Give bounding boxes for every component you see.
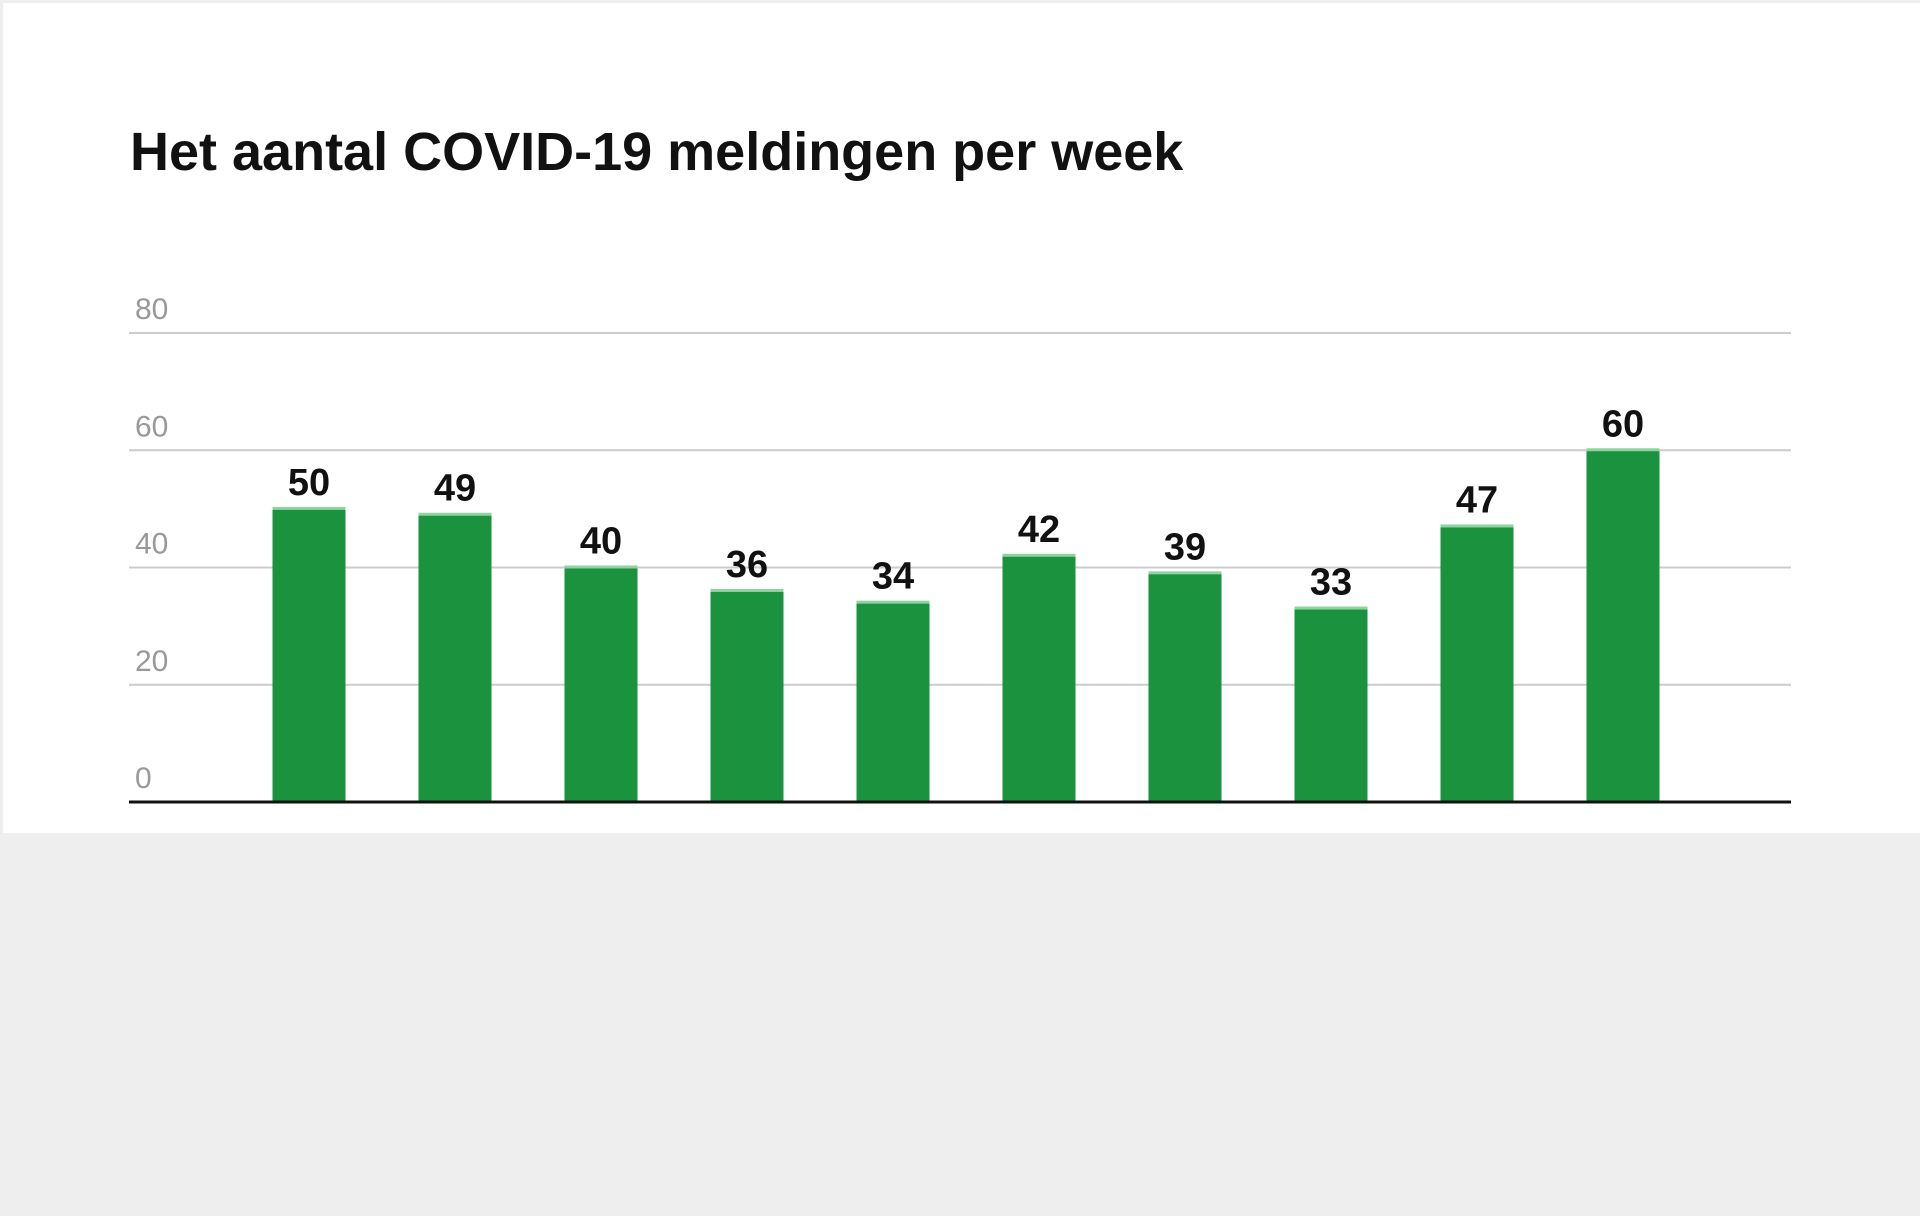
bar xyxy=(1002,555,1076,802)
bar xyxy=(1294,608,1368,802)
bar-cap xyxy=(1586,448,1660,452)
chart-title: Het aantal COVID-19 meldingen per week xyxy=(130,122,1184,182)
y-tick-label: 80 xyxy=(135,293,168,326)
bar-cap xyxy=(1294,606,1368,610)
bar-cap xyxy=(710,588,784,592)
value-label: 49 xyxy=(434,468,476,510)
bar-cap xyxy=(1440,524,1514,528)
value-label: 39 xyxy=(1164,526,1206,568)
value-label: 47 xyxy=(1456,479,1498,521)
value-label: 50 xyxy=(288,462,330,504)
value-label: 60 xyxy=(1602,403,1644,445)
value-label: 34 xyxy=(872,556,914,598)
bar xyxy=(1148,573,1222,802)
bar xyxy=(856,602,930,802)
y-tick-label: 0 xyxy=(135,762,152,795)
bar-cap xyxy=(272,506,346,510)
y-tick-label: 20 xyxy=(135,645,168,678)
bar xyxy=(710,590,784,802)
value-label: 33 xyxy=(1310,562,1352,604)
bar-cap xyxy=(856,600,930,604)
bar xyxy=(272,508,346,802)
bar-cap xyxy=(564,565,638,569)
bar-cap xyxy=(1148,571,1222,575)
y-tick-label: 40 xyxy=(135,528,168,561)
bar-cap xyxy=(1002,553,1076,557)
value-label: 40 xyxy=(580,521,622,563)
bar xyxy=(1586,450,1660,802)
y-tick-label: 60 xyxy=(135,410,168,443)
bar xyxy=(564,567,638,802)
value-label: 42 xyxy=(1018,509,1060,551)
bar-cap xyxy=(418,512,492,516)
bar xyxy=(418,514,492,802)
bar xyxy=(1440,526,1514,802)
value-label: 36 xyxy=(726,544,768,586)
